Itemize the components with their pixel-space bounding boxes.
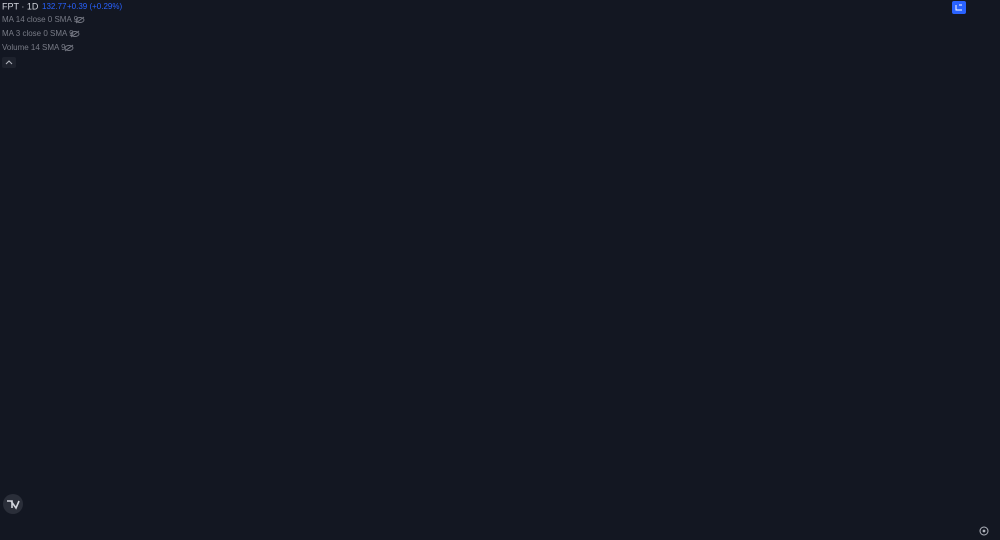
symbol: FPT · 1D xyxy=(2,1,39,11)
top-button[interactable] xyxy=(952,1,966,14)
change: +0.39 (+0.29%) xyxy=(67,2,122,11)
indicator[interactable]: MA 14 close 0 SMA 9 xyxy=(2,15,79,24)
chevron xyxy=(5,60,13,65)
collapse-button[interactable] xyxy=(2,57,16,68)
settings-icon[interactable] xyxy=(979,526,989,536)
eye-icons[interactable] xyxy=(64,16,85,52)
button-icon xyxy=(955,4,962,11)
indicator[interactable]: MA 3 close 0 SMA 9 xyxy=(2,29,74,38)
logo xyxy=(3,494,23,514)
indicator[interactable]: Volume 14 SMA 9 xyxy=(2,43,66,52)
price: 132.77 xyxy=(42,2,67,11)
